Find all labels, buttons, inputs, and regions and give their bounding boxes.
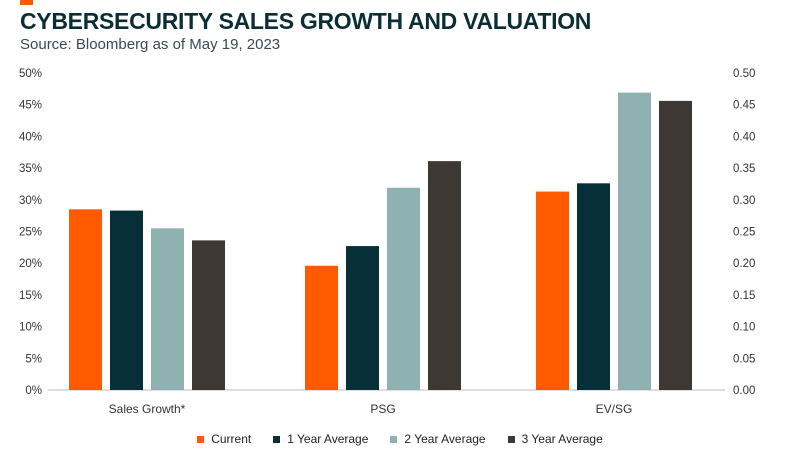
y-left-tick-label: 40% bbox=[19, 131, 42, 143]
legend-item-3-year-average: 3 Year Average bbox=[507, 432, 603, 446]
x-tick-label: Sales Growth* bbox=[109, 402, 186, 416]
y-right-tick-label: 0.50 bbox=[733, 68, 755, 80]
legend-item-1-year-average: 1 Year Average bbox=[273, 432, 368, 446]
y-left-tick-label: 10% bbox=[19, 322, 42, 334]
bar-3-year-average bbox=[428, 161, 461, 390]
y-left-tick-label: 25% bbox=[19, 227, 42, 239]
y-right-tick-label: 0.30 bbox=[733, 195, 755, 207]
bar-current bbox=[536, 191, 569, 390]
y-right-tick-label: 0.20 bbox=[733, 258, 755, 270]
legend-label-current: Current bbox=[211, 432, 252, 446]
bar-1-year-average bbox=[110, 210, 143, 390]
y-right-tick-label: 0.10 bbox=[733, 322, 755, 334]
y-left-tick-label: 45% bbox=[19, 100, 42, 112]
legend-swatch-3-year-average bbox=[507, 435, 515, 443]
y-left-tick-label: 35% bbox=[19, 163, 42, 175]
bar-current bbox=[305, 265, 338, 390]
legend-swatch-1-year-average bbox=[273, 435, 281, 443]
bar-2-year-average bbox=[151, 228, 184, 390]
chart-title: CYBERSECURITY SALES GROWTH AND VALUATION bbox=[20, 8, 592, 34]
x-tick-label: EV/SG bbox=[596, 402, 633, 416]
y-right-tick-label: 0.35 bbox=[733, 163, 755, 175]
bar-1-year-average bbox=[577, 183, 610, 390]
y-left-tick-label: 15% bbox=[19, 290, 42, 302]
legend-item-2-year-average: 2 Year Average bbox=[390, 432, 486, 446]
bar-3-year-average bbox=[659, 100, 692, 391]
y-right-tick-label: 0.00 bbox=[733, 385, 755, 397]
bar-1-year-average bbox=[346, 246, 379, 390]
x-tick-label: PSG bbox=[370, 402, 395, 416]
bar-2-year-average bbox=[387, 187, 420, 390]
bar-current bbox=[69, 209, 102, 390]
legend-item-current: Current bbox=[197, 432, 251, 446]
bar-2-year-average bbox=[618, 92, 651, 391]
legend-label-2-year-average: 2 Year Average bbox=[404, 432, 486, 446]
legend-swatch-2-year-average bbox=[390, 435, 398, 443]
y-left-tick-label: 0% bbox=[25, 385, 42, 397]
y-right-tick-label: 0.15 bbox=[733, 290, 755, 302]
chart-subtitle: Source: Bloomberg as of May 19, 2023 bbox=[20, 36, 281, 53]
y-right-tick-label: 0.40 bbox=[733, 131, 755, 143]
y-left-tick-label: 50% bbox=[19, 68, 42, 80]
legend: Current 1 Year Average 2 Year Average 3 … bbox=[0, 432, 800, 446]
y-left-tick-label: 20% bbox=[19, 258, 42, 270]
y-right-tick-label: 0.25 bbox=[733, 227, 755, 239]
y-right-tick-label: 0.45 bbox=[733, 100, 755, 112]
accent-bar bbox=[20, 0, 33, 5]
legend-label-3-year-average: 3 Year Average bbox=[521, 432, 603, 446]
y-right-tick-label: 0.05 bbox=[733, 353, 755, 365]
legend-swatch-current bbox=[197, 435, 205, 443]
y-left-tick-label: 30% bbox=[19, 195, 42, 207]
bar-3-year-average bbox=[192, 240, 225, 390]
legend-label-1-year-average: 1 Year Average bbox=[287, 432, 369, 446]
y-left-tick-label: 5% bbox=[25, 353, 42, 365]
